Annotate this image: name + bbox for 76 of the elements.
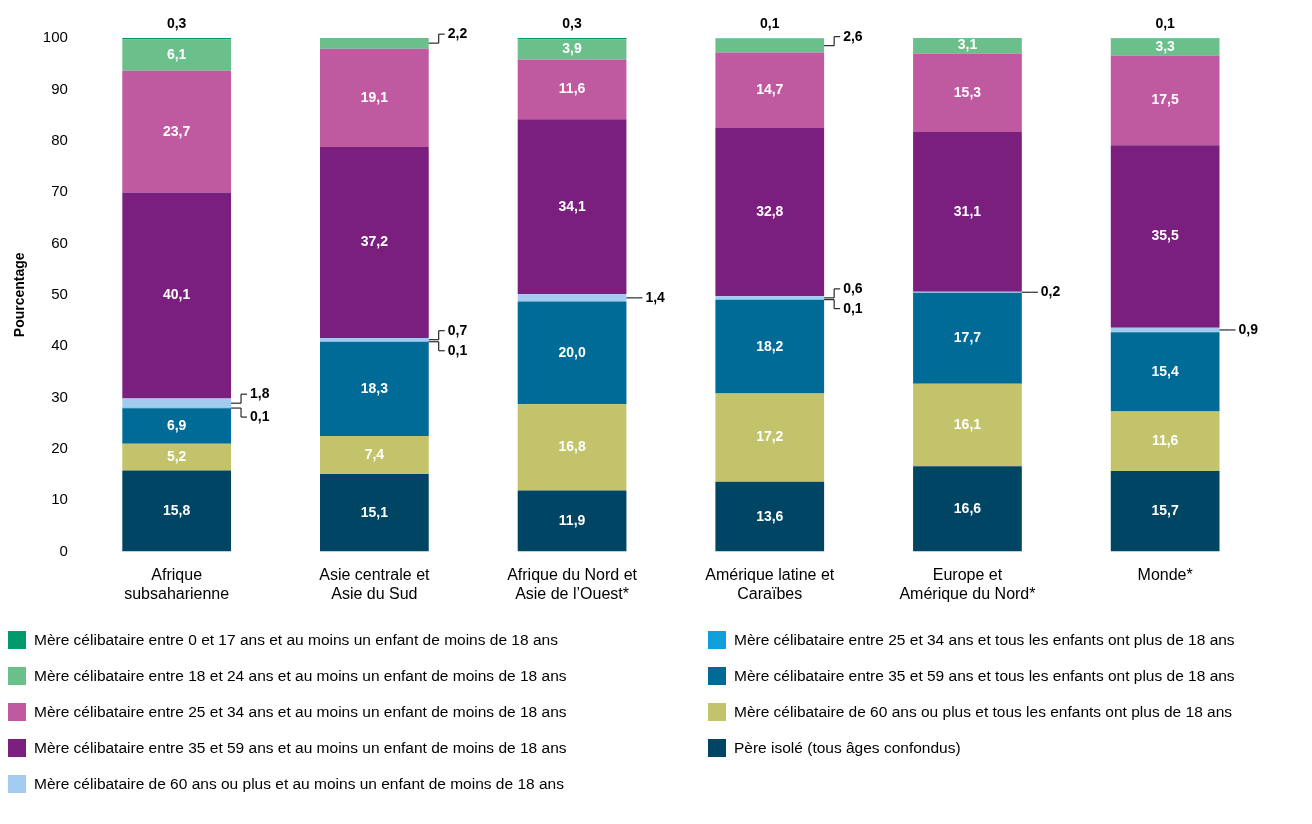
- x-tick-label: Amérique latine et Caraïbes: [705, 565, 835, 602]
- y-axis-title: Pourcentage: [11, 252, 28, 338]
- legend-label: Mère célibataire entre 35 et 59 ans et tous les enfants ont plus de 18 ans: [734, 667, 1235, 685]
- y-tick-label: 0: [59, 541, 68, 559]
- data-label: 0,3: [166, 14, 187, 31]
- y-tick-label: 80: [51, 130, 68, 148]
- data-label: 15,7: [1151, 502, 1179, 519]
- data-label: 0,7: [447, 321, 468, 338]
- y-tick-label: 100: [42, 28, 68, 46]
- data-label: 0,6: [843, 279, 863, 296]
- x-tick-label: Europe et Amérique du Nord*: [899, 565, 1036, 602]
- data-label: 15,8: [163, 501, 191, 518]
- data-label: 16,1: [953, 415, 982, 432]
- data-label: 17,2: [756, 428, 784, 445]
- data-label: 14,7: [756, 80, 784, 97]
- y-tick-label: 60: [51, 233, 68, 251]
- legend-label: Mère célibataire de 60 ans ou plus et au moins un enfant de moins de 18 ans: [34, 775, 564, 793]
- data-label: 16,8: [558, 438, 586, 455]
- data-label: 35,5: [1151, 227, 1179, 244]
- x-tick-label: Asie centrale et Asie du Sud: [319, 565, 431, 602]
- data-label: 6,9: [166, 416, 187, 433]
- data-label: 3,3: [1155, 37, 1176, 54]
- legend-label: Père isolé (tous âges confondus): [734, 739, 961, 757]
- x-tick-label: Monde*: [1137, 565, 1193, 583]
- data-label: 18,2: [756, 337, 784, 354]
- y-tick-label: 40: [51, 336, 68, 354]
- y-tick-label: 30: [51, 387, 68, 405]
- data-label: 0,9: [1238, 320, 1259, 337]
- data-label: 15,3: [953, 83, 982, 100]
- data-label: 2,6: [843, 27, 863, 44]
- y-tick-label: 70: [51, 182, 68, 200]
- x-tick-label: Afrique subsaharienne: [124, 565, 230, 602]
- data-label: 11,6: [1151, 432, 1179, 449]
- data-label: 2,2: [447, 25, 468, 41]
- y-tick-label: 90: [51, 79, 68, 97]
- legend-label: Mère célibataire entre 25 et 34 ans et au moins un enfant de moins de 18 ans: [34, 703, 567, 721]
- data-label: 34,1: [558, 197, 586, 214]
- data-label: 17,5: [1151, 91, 1179, 108]
- data-label: 13,6: [756, 507, 784, 524]
- data-label: 16,6: [953, 499, 982, 516]
- data-label: 3,1: [957, 36, 978, 53]
- y-tick-label: 10: [51, 490, 68, 508]
- data-label: 23,7: [163, 122, 191, 139]
- data-label: 32,8: [756, 202, 784, 219]
- data-label: 5,2: [166, 447, 187, 464]
- legend-label: Mère célibataire entre 25 et 34 ans et tous les enfants ont plus de 18 ans: [734, 631, 1235, 649]
- x-tick-label: Afrique du Nord et Asie de l’Ouest*: [507, 565, 638, 602]
- data-label: 18,3: [360, 379, 389, 396]
- data-label: 15,1: [360, 503, 389, 520]
- data-label: 0,1: [1155, 14, 1176, 31]
- data-label: 6,1: [166, 46, 187, 63]
- data-label: 1,8: [250, 385, 270, 402]
- data-label: 3,9: [562, 40, 583, 57]
- data-label: 19,1: [360, 88, 389, 105]
- y-tick-label: 50: [51, 284, 68, 302]
- legend-label: Mère célibataire entre 0 et 17 ans et au moins un enfant de moins de 18 ans: [34, 631, 558, 649]
- data-label: 11,9: [558, 511, 586, 528]
- data-label: 20,0: [558, 343, 586, 360]
- legend-label: Mère célibataire entre 18 et 24 ans et au moins un enfant de moins de 18 ans: [34, 667, 567, 685]
- data-label: 0,2: [1040, 283, 1061, 300]
- data-label: 15,4: [1151, 362, 1179, 379]
- data-label: 37,2: [360, 233, 389, 250]
- data-label: 31,1: [953, 202, 982, 219]
- legend-label: Mère célibataire entre 35 et 59 ans et au moins un enfant de moins de 18 ans: [34, 739, 567, 757]
- data-label: 0,1: [843, 299, 863, 316]
- data-label: 0,1: [250, 407, 270, 424]
- data-label: 0,1: [447, 341, 468, 358]
- data-label: 11,6: [558, 80, 586, 97]
- data-label: 1,4: [645, 288, 666, 305]
- data-label: 0,3: [562, 14, 583, 31]
- legend-label: Mère célibataire de 60 ans ou plus et tous les enfants ont plus de 18 ans: [734, 703, 1233, 721]
- data-label: 7,4: [364, 445, 385, 462]
- data-label: 40,1: [163, 286, 191, 303]
- data-label: 17,7: [953, 329, 982, 346]
- y-tick-label: 20: [51, 439, 68, 457]
- data-label: 0,1: [760, 15, 780, 32]
